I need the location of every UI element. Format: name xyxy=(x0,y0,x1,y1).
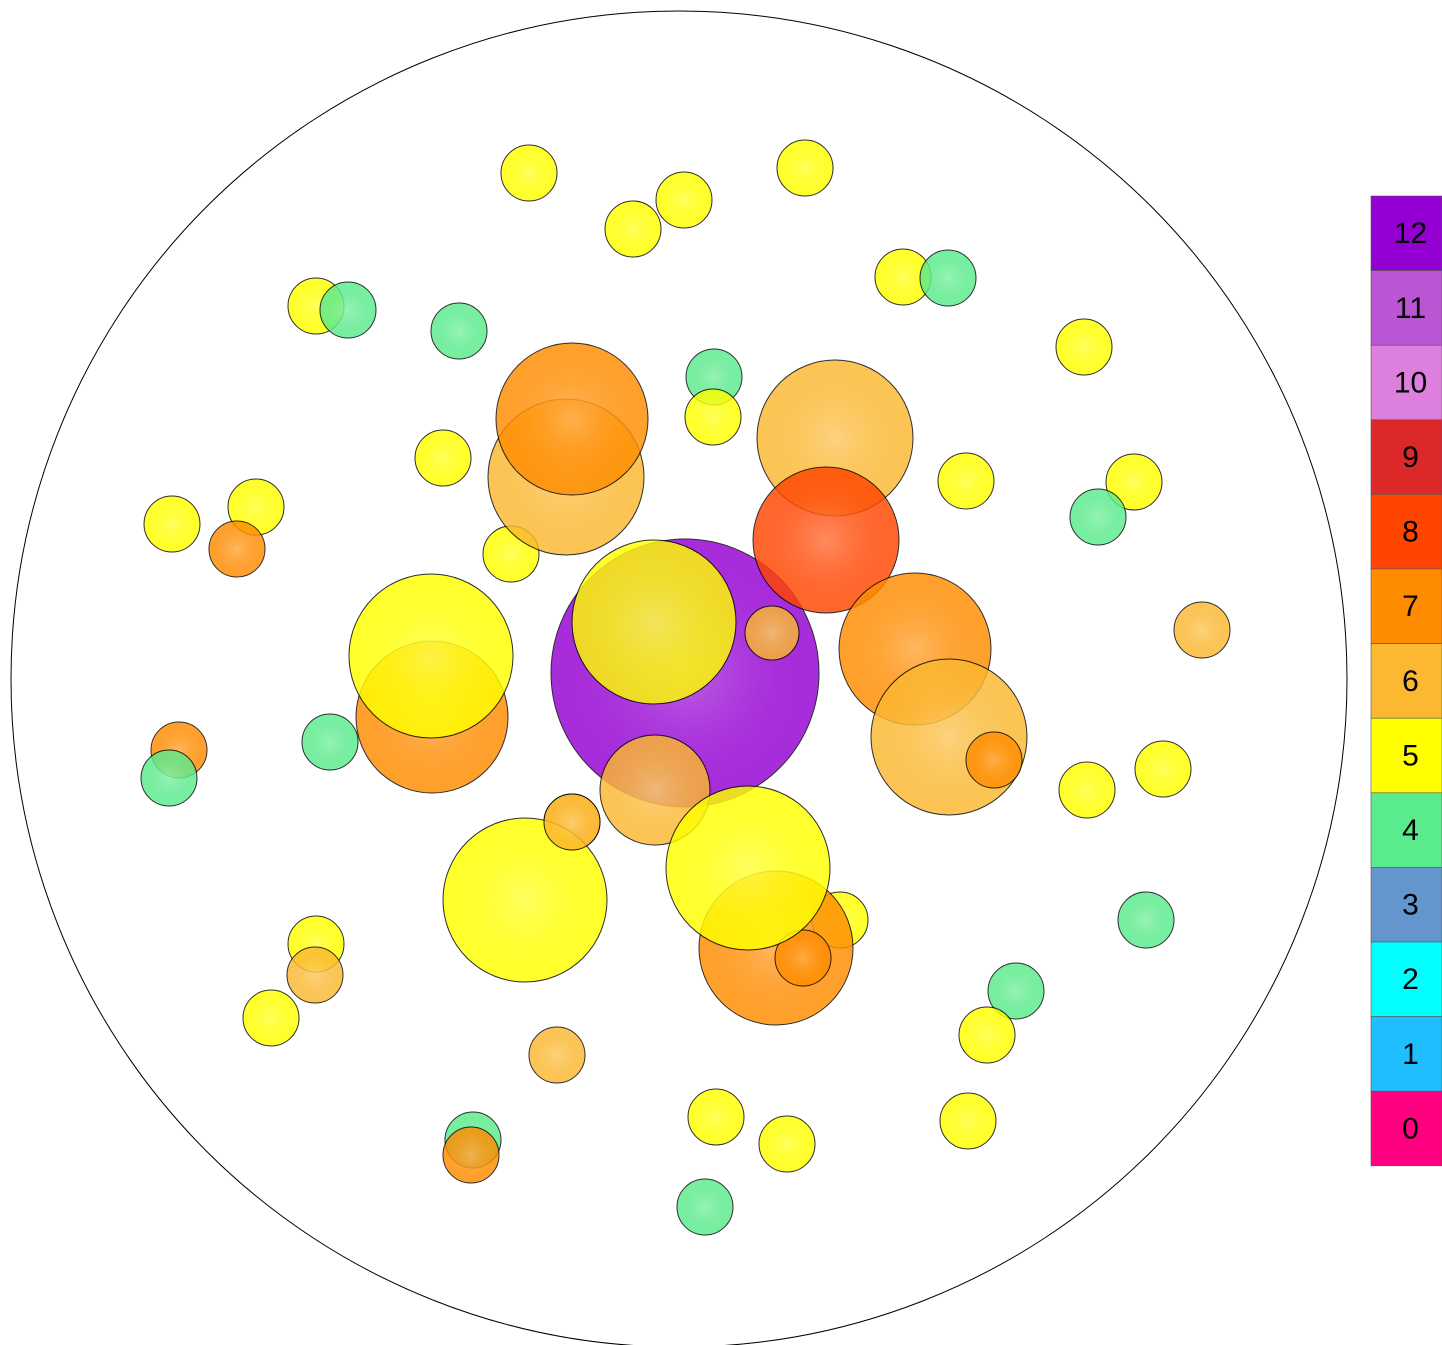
sphere xyxy=(919,249,977,307)
sphere xyxy=(958,1006,1016,1064)
sphere xyxy=(684,388,742,446)
sphere xyxy=(301,713,359,771)
legend-label: 1 xyxy=(1402,1038,1419,1071)
sphere xyxy=(758,1115,816,1173)
legend-label: 0 xyxy=(1402,1112,1419,1145)
legend-swatch xyxy=(1370,1090,1442,1167)
legend-swatch xyxy=(1370,643,1442,719)
legend-label: 6 xyxy=(1402,665,1419,698)
legend-label: 4 xyxy=(1402,814,1419,847)
sphere xyxy=(430,302,488,360)
legend-label: 11 xyxy=(1395,292,1426,325)
sphere xyxy=(140,749,198,807)
sphere xyxy=(543,793,601,851)
legend-swatch xyxy=(1370,792,1442,868)
legend-label: 10 xyxy=(1394,366,1427,399)
sphere xyxy=(665,785,831,951)
sphere xyxy=(242,989,300,1047)
legend-label: 12 xyxy=(1394,217,1427,250)
sphere xyxy=(528,1026,586,1084)
sphere xyxy=(1055,318,1113,376)
sphere xyxy=(348,573,514,739)
sphere xyxy=(319,281,377,339)
sphere xyxy=(208,520,266,578)
spheres xyxy=(140,139,1231,1236)
sphere xyxy=(937,452,995,510)
sphere xyxy=(571,539,737,705)
legend-label: 5 xyxy=(1402,739,1419,772)
legend-swatch xyxy=(1370,419,1442,495)
sphere xyxy=(676,1178,734,1236)
sphere xyxy=(687,1088,745,1146)
legend-swatch xyxy=(1370,717,1442,794)
sphere xyxy=(1069,488,1127,546)
sphere xyxy=(744,605,800,661)
legend-label: 3 xyxy=(1402,889,1419,922)
legend-swatch xyxy=(1370,270,1442,346)
sphere xyxy=(1134,740,1192,798)
sphere xyxy=(143,495,201,553)
legend-swatch xyxy=(1370,1016,1442,1092)
sphere xyxy=(604,200,662,258)
sphere xyxy=(1058,761,1116,819)
sphere xyxy=(414,429,472,487)
sphere xyxy=(965,731,1023,789)
legend-swatch xyxy=(1370,195,1442,271)
sphere xyxy=(655,171,713,229)
legend-swatch xyxy=(1370,941,1442,1017)
legend-label: 8 xyxy=(1402,516,1419,549)
legend-swatch xyxy=(1370,568,1442,644)
sphere xyxy=(1117,891,1175,949)
legend-swatch xyxy=(1370,867,1442,943)
legend-swatch xyxy=(1370,344,1442,421)
sphere xyxy=(495,342,649,496)
legend-swatch xyxy=(1370,494,1442,570)
sphere xyxy=(1173,601,1231,659)
boundary-circle xyxy=(10,10,1348,1345)
sphere xyxy=(939,1092,997,1150)
sphere xyxy=(286,946,344,1004)
sphere xyxy=(500,144,558,202)
sphere xyxy=(776,139,834,197)
sphere xyxy=(442,1126,500,1184)
legend-label: 9 xyxy=(1402,441,1419,474)
legend-label: 2 xyxy=(1402,963,1419,996)
legend-label: 7 xyxy=(1402,590,1419,623)
